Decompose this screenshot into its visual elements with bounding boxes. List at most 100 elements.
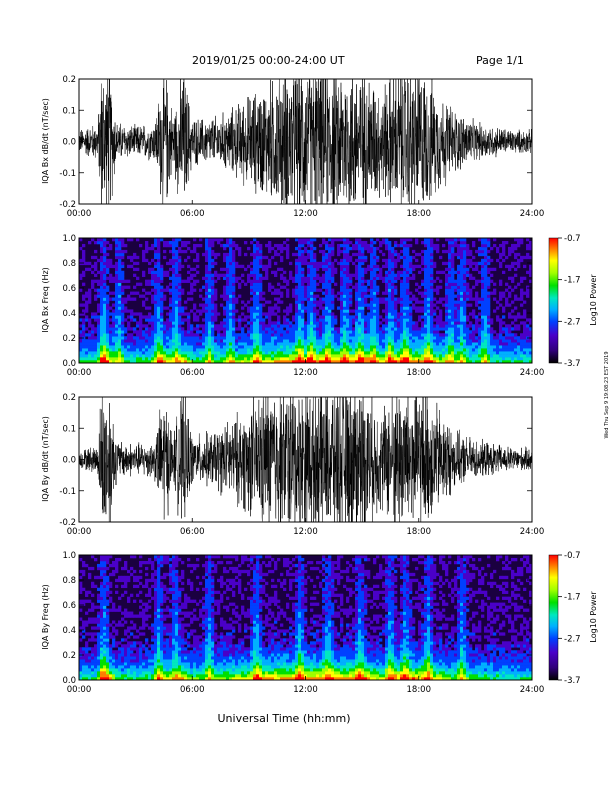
spectrogram-cell (157, 261, 161, 266)
spectrogram-cell (289, 273, 293, 277)
spectrogram-cell (349, 345, 353, 349)
spectrogram-cell (271, 285, 275, 289)
spectrogram-cell (451, 273, 455, 277)
spectrogram-cell (259, 345, 263, 349)
spectrogram-cell (223, 285, 227, 289)
spectrogram-cell (340, 312, 344, 316)
spectrogram-cell (223, 297, 227, 301)
spectrogram-cell (388, 282, 392, 286)
spectrogram-cell (163, 273, 167, 277)
spectrogram-cell (460, 238, 464, 242)
x-tick-label: 18:00 (407, 209, 432, 219)
spectrogram-cell (247, 300, 251, 304)
spectrogram-cell (433, 342, 437, 346)
spectrogram-cell (433, 351, 437, 355)
spectrogram-cell (145, 240, 149, 245)
spectrogram-cell (223, 321, 227, 325)
spectrogram-cell (157, 255, 161, 260)
spectrogram-cell (97, 596, 101, 600)
spectrogram-cell (193, 303, 197, 307)
spectrogram-cell (325, 273, 329, 277)
spectrogram-cell (211, 321, 215, 325)
spectrogram-cell (391, 264, 395, 269)
spectrogram-cell (79, 647, 83, 651)
spectrogram-cell (100, 321, 104, 325)
spectrogram-cell (475, 300, 479, 304)
spectrogram-cell (112, 656, 116, 660)
spectrogram-cell (85, 267, 89, 272)
spectrogram-cell (445, 357, 449, 361)
spectrogram-cell (448, 294, 452, 298)
spectrogram-cell (214, 324, 218, 328)
spectrogram-cell (118, 339, 122, 343)
spectrogram-cell (373, 306, 377, 310)
spectrogram-cell (205, 255, 209, 260)
spectrogram-cell (430, 339, 434, 343)
spectrogram-cell (115, 255, 119, 260)
spectrogram-cell (250, 348, 254, 352)
spectrogram-cell (208, 306, 212, 310)
spectrogram-cell (313, 318, 317, 322)
spectrogram-cell (139, 282, 143, 286)
spectrogram-cell (322, 324, 326, 328)
spectrogram-cell (496, 360, 500, 364)
spectrogram-cell (436, 357, 440, 361)
spectrogram-cell (160, 330, 164, 334)
spectrogram-cell (415, 324, 419, 328)
spectrogram-cell (112, 608, 116, 612)
x-tick-label: 00:00 (67, 527, 92, 537)
spectrogram-cell (277, 351, 281, 355)
spectrogram-cell (478, 279, 482, 283)
spectrogram-cell (106, 653, 110, 657)
spectrogram-cell (199, 243, 203, 248)
spectrogram-cell (337, 306, 341, 310)
spectrogram-cell (238, 249, 242, 254)
spectrogram-cell (82, 348, 86, 352)
spectrogram-cell (448, 267, 452, 272)
spectrogram-cell (115, 249, 119, 254)
spectrogram-cell (100, 602, 104, 606)
spectrogram-cell (346, 238, 350, 242)
spectrogram-cell (112, 671, 116, 675)
spectrogram-cell (151, 354, 155, 358)
spectrogram-cell (154, 255, 158, 260)
spectrogram-cell (94, 668, 98, 672)
spectrogram-cell (280, 333, 284, 337)
spectrogram-cell (430, 333, 434, 337)
spectrogram-cell (463, 345, 467, 349)
spectrogram-cell (163, 333, 167, 337)
spectrogram-cell (511, 261, 515, 266)
spectrogram-cell (412, 303, 416, 307)
spectrogram-cell (304, 321, 308, 325)
spectrogram-cell (484, 249, 488, 254)
spectrogram-cell (433, 360, 437, 364)
spectrogram-cell (514, 318, 518, 322)
spectrogram-cell (301, 342, 305, 346)
spectrogram-cell (391, 258, 395, 263)
spectrogram-cell (514, 243, 518, 248)
spectrogram-cell (322, 258, 326, 263)
spectrogram-cell (412, 357, 416, 361)
spectrogram-cell (178, 345, 182, 349)
spectrogram-cell (214, 312, 218, 316)
spectrogram-cell (166, 327, 170, 331)
spectrogram-cell (367, 249, 371, 254)
spectrogram-cell (310, 264, 314, 269)
spectrogram-cell (403, 297, 407, 301)
spectrogram-cell (460, 270, 464, 275)
spectrogram-cell (118, 267, 122, 272)
spectrogram-cell (403, 240, 407, 245)
spectrogram-cell (325, 303, 329, 307)
spectrogram-cell (253, 267, 257, 272)
spectrogram-cell (205, 324, 209, 328)
spectrogram-cell (142, 345, 146, 349)
spectrogram-cell (484, 240, 488, 245)
spectrogram-cell (307, 240, 311, 245)
spectrogram-cell (109, 351, 113, 355)
spectrogram-cell (463, 276, 467, 280)
spectrogram-cell (502, 258, 506, 263)
spectrogram-cell (94, 557, 98, 562)
spectrogram-cell (514, 252, 518, 257)
spectrogram-cell (238, 360, 242, 364)
spectrogram-cell (184, 336, 188, 340)
